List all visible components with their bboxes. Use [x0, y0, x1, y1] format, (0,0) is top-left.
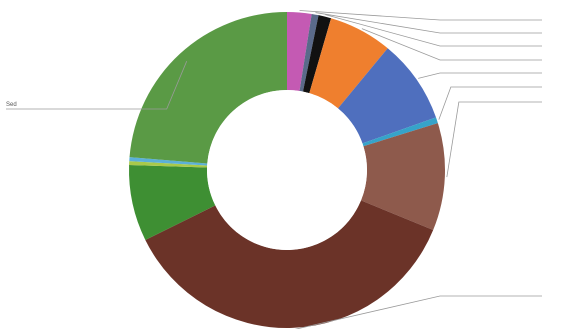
callout-line	[418, 72, 542, 79]
donut-slice	[145, 200, 434, 328]
slice-label: Sed	[6, 102, 17, 108]
callout-leaders	[6, 10, 542, 329]
donut-slice	[128, 165, 216, 240]
donut-slice	[362, 117, 438, 147]
callout-line	[446, 101, 542, 178]
callout-line	[361, 28, 542, 61]
donut-slices	[128, 12, 446, 328]
donut-slice	[129, 12, 287, 164]
callout-line	[325, 14, 542, 47]
callout-line	[6, 61, 188, 110]
donut-slice	[309, 18, 388, 109]
callout-line	[315, 12, 542, 34]
callout-line	[299, 10, 542, 21]
donut-slice	[361, 123, 446, 231]
callout-line	[438, 86, 542, 120]
donut-slice	[129, 161, 208, 168]
donut-slice	[302, 15, 332, 94]
callout-labels: Sed	[6, 102, 17, 108]
donut-slice	[129, 157, 208, 166]
callout-line	[294, 295, 542, 329]
donut-hole	[207, 90, 367, 250]
donut-slice	[287, 12, 312, 91]
donut-slice	[337, 48, 436, 144]
donut-slice	[299, 13, 319, 92]
